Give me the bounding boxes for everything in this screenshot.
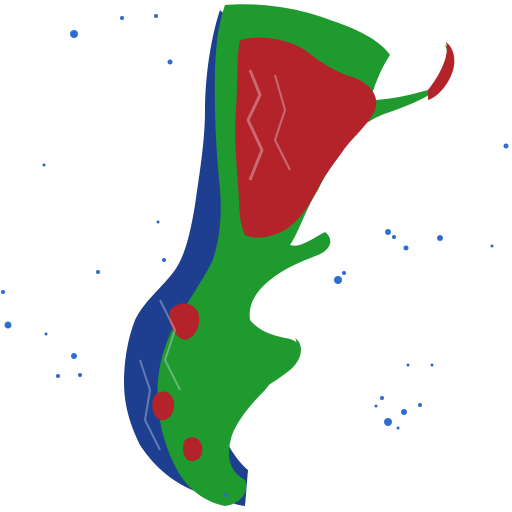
red-northeast-tip (428, 42, 455, 100)
red-patch-south-3 (182, 437, 203, 462)
red-region (235, 37, 377, 238)
scattered-specks (1, 14, 509, 497)
green-southern-lobe (200, 338, 302, 415)
red-patch-south-1 (169, 303, 200, 340)
texture-overlays (139, 69, 291, 451)
red-patch-south-2 (152, 391, 175, 421)
